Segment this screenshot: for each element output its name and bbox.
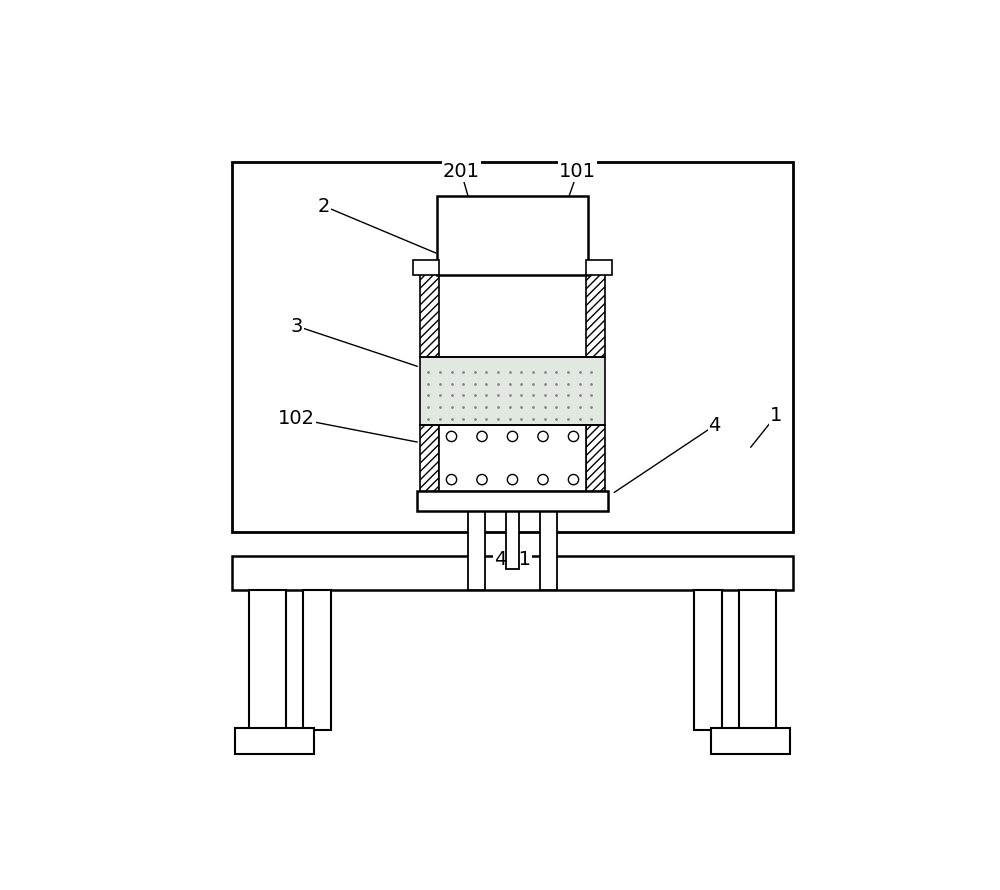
Circle shape — [446, 474, 457, 485]
Circle shape — [568, 432, 579, 441]
Text: 201: 201 — [443, 162, 480, 182]
Bar — [420, 425, 439, 490]
Bar — [420, 268, 439, 357]
Bar — [468, 511, 485, 590]
Bar — [694, 590, 722, 731]
Bar — [232, 162, 793, 531]
Text: 2: 2 — [318, 197, 330, 215]
Bar — [232, 555, 793, 590]
Circle shape — [477, 474, 487, 485]
Bar — [303, 590, 331, 731]
Circle shape — [446, 432, 457, 441]
Bar — [711, 728, 790, 755]
Text: 1: 1 — [770, 406, 783, 425]
Text: 4: 4 — [708, 416, 721, 435]
Bar — [420, 357, 605, 425]
Bar — [586, 260, 612, 275]
Bar — [439, 425, 586, 490]
Bar — [540, 511, 557, 590]
Bar — [413, 260, 439, 275]
Bar — [586, 268, 605, 357]
Text: 3: 3 — [290, 317, 303, 336]
Bar — [739, 590, 776, 731]
Circle shape — [507, 432, 518, 441]
Text: 102: 102 — [278, 409, 315, 428]
Circle shape — [538, 432, 548, 441]
Circle shape — [538, 474, 548, 485]
Text: 101: 101 — [559, 162, 596, 182]
Bar — [417, 490, 608, 511]
Circle shape — [507, 474, 518, 485]
Bar — [586, 425, 605, 490]
Circle shape — [477, 432, 487, 441]
Text: 401: 401 — [494, 550, 531, 569]
Bar — [235, 728, 314, 755]
Bar — [437, 196, 588, 275]
Circle shape — [568, 474, 579, 485]
Bar — [506, 511, 519, 570]
Bar — [249, 590, 286, 731]
